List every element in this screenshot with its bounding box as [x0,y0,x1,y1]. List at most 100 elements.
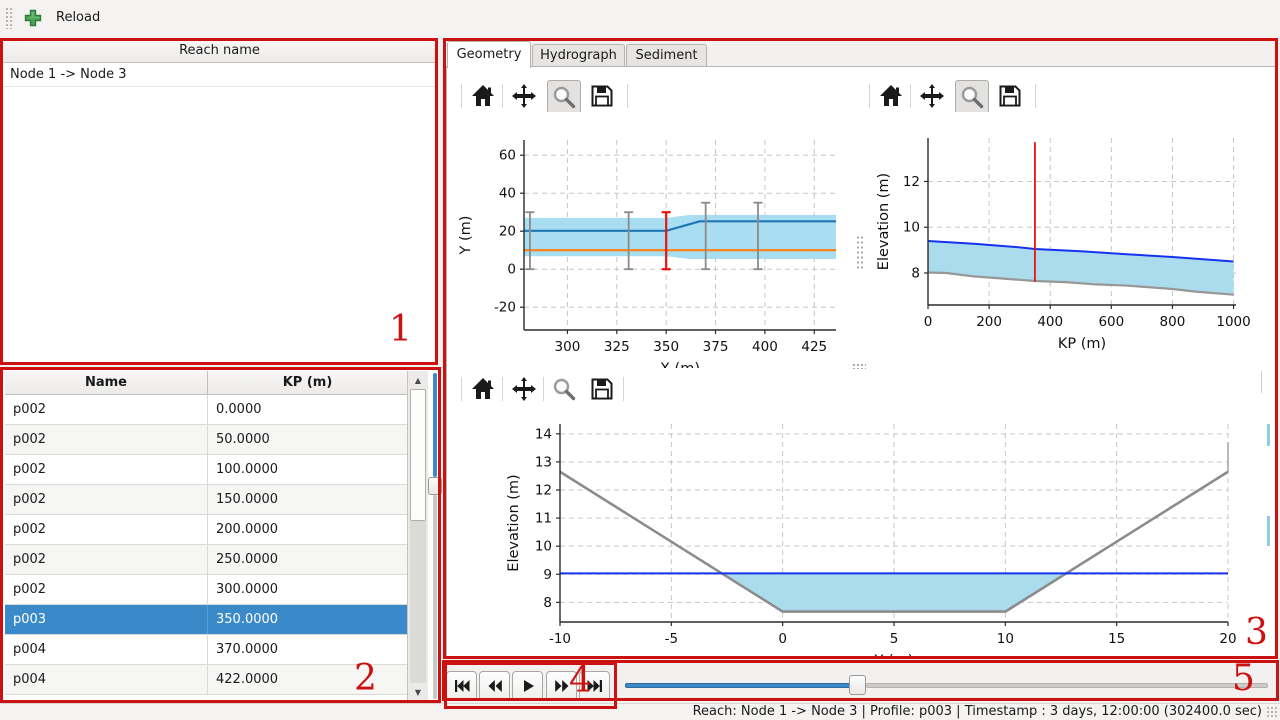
play-button[interactable] [512,671,543,701]
svg-text:9: 9 [543,567,552,583]
reach-list-item[interactable]: Node 1 -> Node 3 [2,63,437,87]
cross-section-chart[interactable]: -10 -5 0 5 10 15 20 8 9 10 11 12 13 14 Y (m) Elevation … [452,406,1272,658]
table-row[interactable]: p003 350.0000 [5,605,407,635]
svg-text:425: 425 [801,339,827,355]
zoom-icon[interactable] [955,80,989,114]
svg-text:14: 14 [535,426,552,442]
cell-name[interactable]: p004 [13,672,47,687]
cell-name[interactable]: p002 [13,462,47,477]
cell-name[interactable]: p003 [13,612,47,627]
separator [1261,371,1262,393]
chart-splitter-handle[interactable] [852,363,866,369]
pan-icon[interactable] [919,83,947,111]
reload-button[interactable]: Reload [56,10,101,25]
save-icon[interactable] [997,83,1025,111]
cell-kp[interactable]: 100.0000 [207,455,407,484]
toolbar-separator [869,84,870,108]
timeline-empty-track[interactable] [866,683,1268,688]
profile-table-panel: Name KP (m) p002 0.0000 p002 50.0000 p002 100… [1,368,442,702]
home-icon[interactable] [470,376,498,404]
edge-artifact [1267,516,1270,546]
scrollbar-track[interactable] [410,521,426,683]
cell-kp[interactable]: 370.0000 [207,635,407,664]
table-row[interactable]: p002 150.0000 [5,485,407,515]
table-row[interactable]: p002 0.0000 [5,395,407,425]
seek-backward-button[interactable] [479,671,510,701]
table-row[interactable]: p002 300.0000 [5,575,407,605]
cell-name[interactable]: p002 [13,552,47,567]
svg-text:5: 5 [890,631,899,647]
tab-hydrograph[interactable]: Hydrograph [532,44,625,67]
vertical-slider-empty-track[interactable] [433,495,437,699]
table-scrollbar[interactable]: ▲ ▼ [407,371,428,700]
svg-text:12: 12 [535,483,552,499]
cell-name[interactable]: p002 [13,492,47,507]
column-header-kp[interactable]: KP (m) [207,371,407,394]
seek-backward-icon [488,680,502,692]
svg-text:8: 8 [911,265,920,281]
scroll-down-icon[interactable]: ▼ [414,688,422,697]
table-row[interactable]: p004 370.0000 [5,635,407,665]
cell-name[interactable]: p002 [13,522,47,537]
tab-geometry[interactable]: Geometry [447,41,531,68]
cell-name[interactable]: p002 [13,582,47,597]
svg-text:-5: -5 [665,631,678,647]
cell-kp[interactable]: 300.0000 [207,575,407,604]
timeline-filled-track[interactable] [625,683,850,688]
longitudinal-profile-chart[interactable]: 0 200 400 600 800 1000 8 10 12 KP (m) Elevation (m… [868,112,1272,368]
save-icon[interactable] [589,83,617,111]
svg-text:11: 11 [535,511,552,527]
home-icon[interactable] [878,83,906,111]
svg-text:15: 15 [1108,631,1125,647]
toolbar-separator [623,377,624,401]
resize-grip[interactable] [1266,706,1278,718]
timeline-slider-handle[interactable] [849,675,866,695]
svg-text:20: 20 [499,224,516,240]
plan-view-chart[interactable]: 300 325 350 375 400 425 -20 0 20 40 60 X (m) Y (m) [452,112,856,368]
seek-forward-icon [554,680,568,692]
cell-kp[interactable]: 422.0000 [207,665,407,694]
table-row[interactable]: p004 422.0000 [5,665,407,695]
toolbar-separator [461,84,462,108]
skip-end-button[interactable] [579,671,610,701]
pan-icon[interactable] [511,83,539,111]
toolbar-drag-handle[interactable] [5,7,14,29]
scrollbar-thumb[interactable] [410,389,426,521]
profile-vertical-slider[interactable] [428,371,442,701]
profile-table-body: p002 0.0000 p002 50.0000 p002 100.0000 p002 150… [5,395,407,700]
cell-kp[interactable]: 0.0000 [207,395,407,424]
main-toolbar: Reload [0,0,1280,36]
table-row[interactable]: p002 250.0000 [5,545,407,575]
table-row[interactable]: p002 200.0000 [5,515,407,545]
pan-icon[interactable] [511,376,539,404]
toolbar-separator [1035,84,1036,108]
save-icon[interactable] [589,376,617,404]
seek-forward-button[interactable] [546,671,577,701]
cell-kp[interactable]: 200.0000 [207,515,407,544]
zoom-icon[interactable] [551,376,579,404]
svg-text:Y (m): Y (m) [874,653,914,658]
cell-name[interactable]: p002 [13,432,47,447]
column-header-name[interactable]: Name [84,375,127,390]
cell-kp[interactable]: 250.0000 [207,545,407,574]
chart-splitter-handle[interactable] [856,235,864,269]
home-icon[interactable] [470,83,498,111]
toolbar-separator [502,84,503,108]
vertical-slider-filled-track[interactable] [433,373,437,477]
vertical-slider-handle[interactable] [428,477,442,495]
svg-text:10: 10 [903,220,920,236]
cell-kp[interactable]: 150.0000 [207,485,407,514]
cell-kp[interactable]: 50.0000 [207,425,407,454]
cell-name[interactable]: p002 [13,402,47,417]
cell-kp[interactable]: 350.0000 [207,605,407,634]
tab-sediment[interactable]: Sediment [626,44,707,67]
add-icon[interactable] [24,9,42,27]
table-row[interactable]: p002 50.0000 [5,425,407,455]
skip-start-button[interactable] [446,671,477,701]
svg-text:12: 12 [903,174,920,190]
zoom-icon[interactable] [547,80,581,114]
scroll-up-icon[interactable]: ▲ [414,376,422,385]
cell-name[interactable]: p004 [13,642,47,657]
table-row[interactable]: p002 100.0000 [5,455,407,485]
svg-text:600: 600 [1098,314,1124,330]
